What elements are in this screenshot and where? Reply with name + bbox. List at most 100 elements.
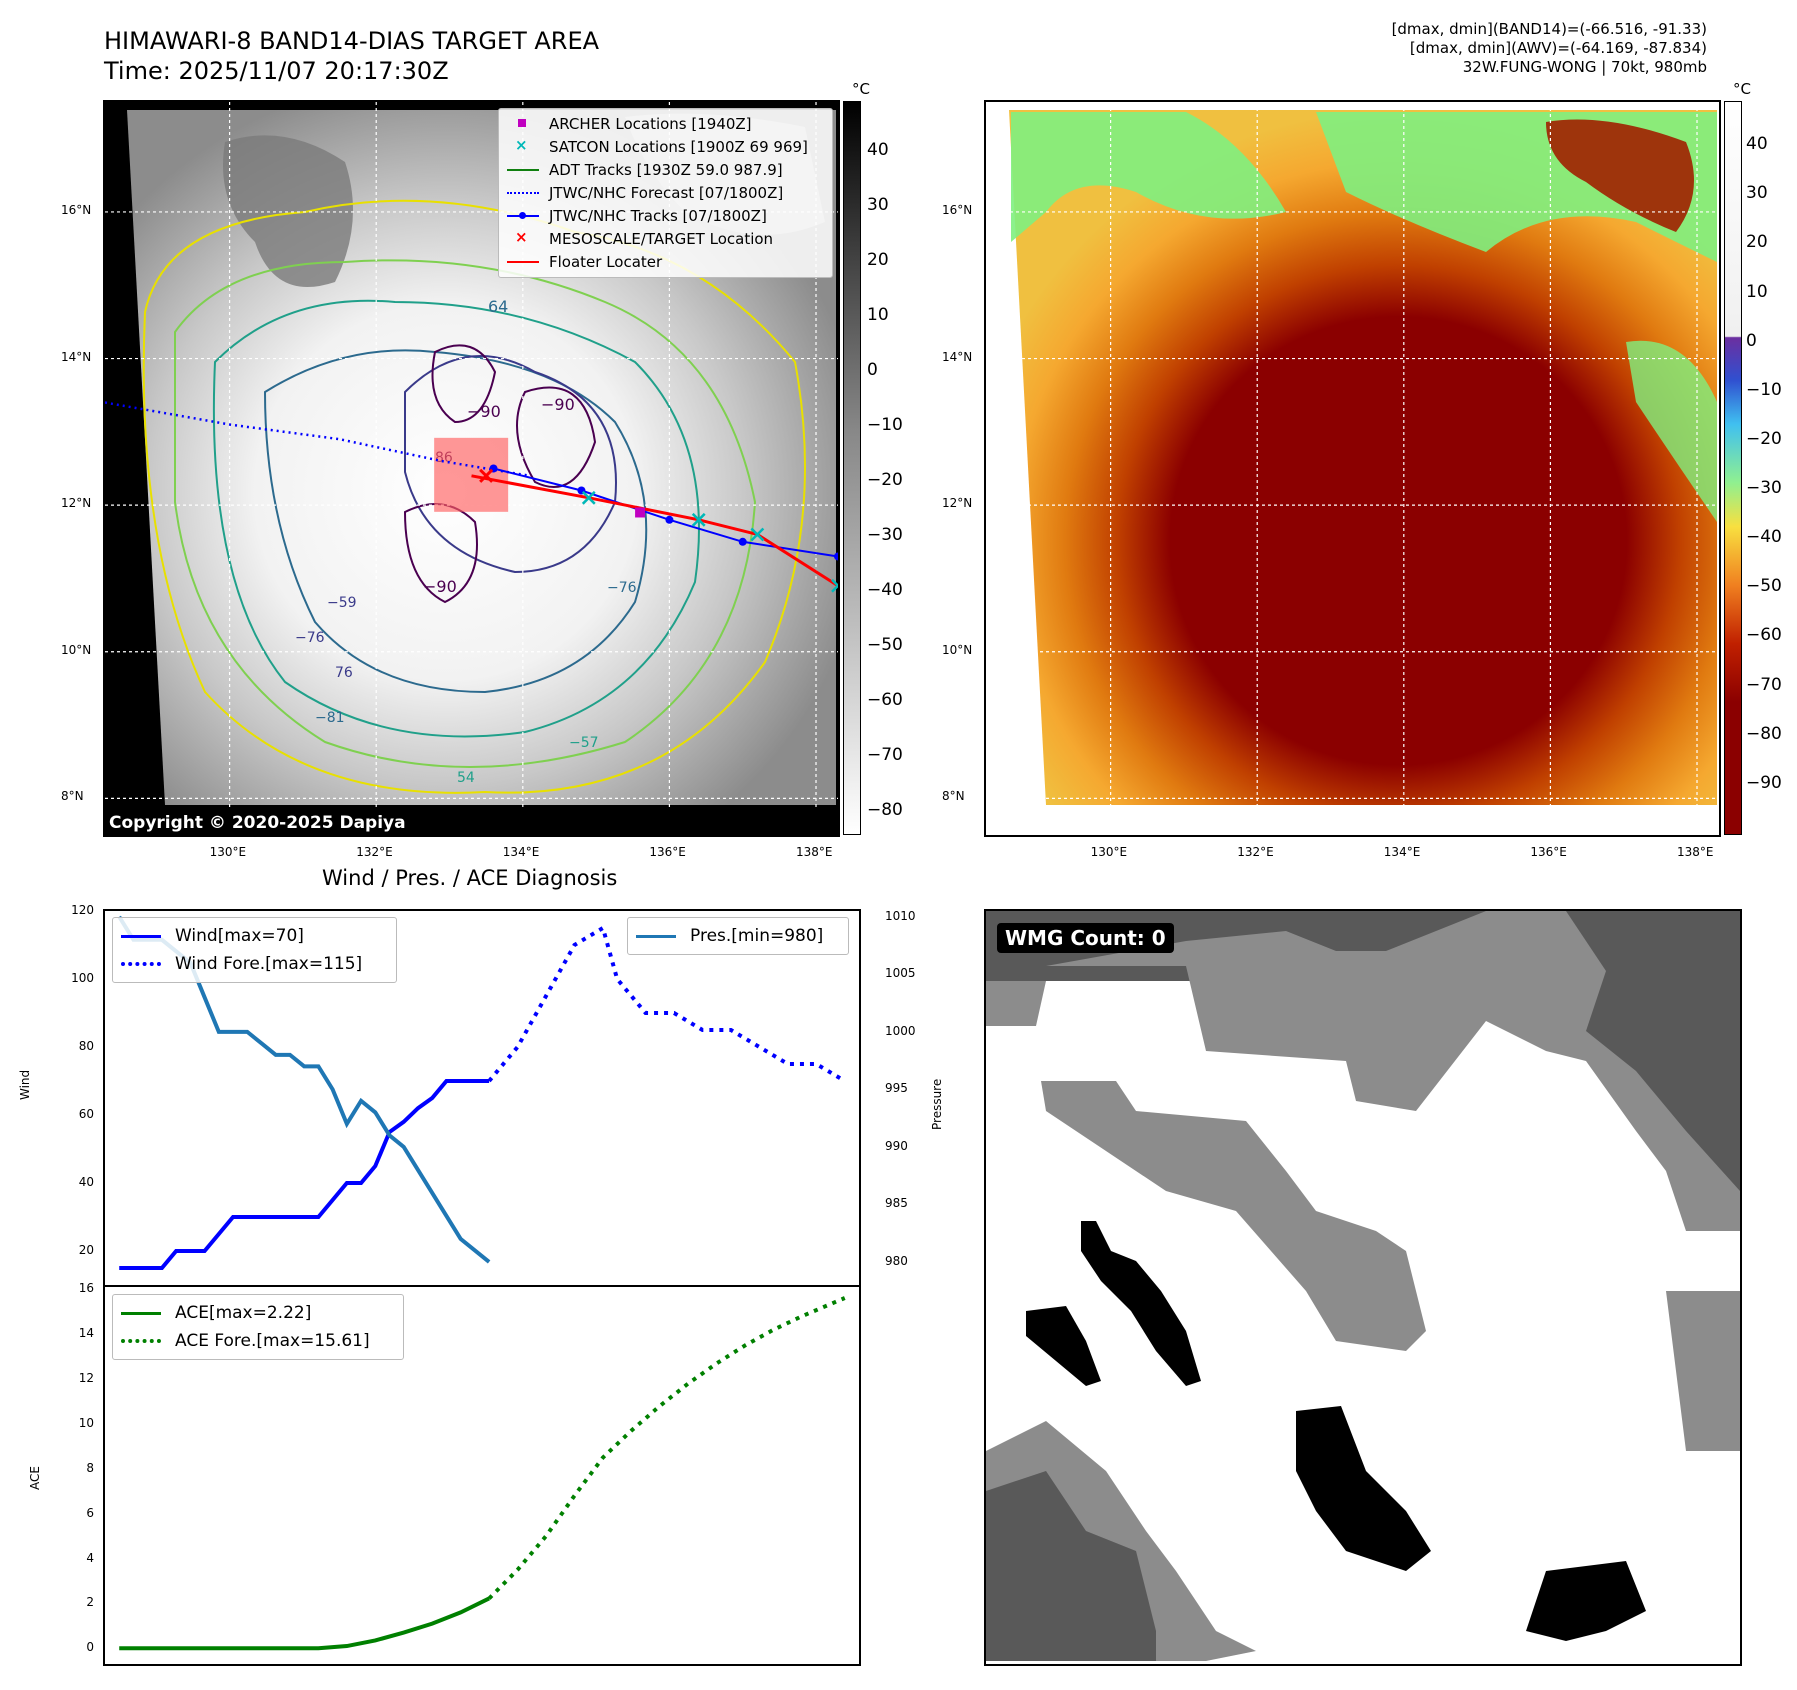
wmg-gray-right [1666,1291,1740,1451]
awv-imagery [1009,110,1717,805]
lon-label-0-1: 132°E [356,845,393,859]
legend-satcon: × SATCON Locations [1900Z 69 969] [499,136,832,158]
stats-block: [dmax, dmin](BAND14)=(-66.516, -91.33) [… [1392,20,1707,77]
ace-legend: ACE[max=2.22] ACE Fore.[max=15.61] [112,1294,404,1360]
wmg-gray-mid [1041,1081,1426,1351]
lat-label-0-1: 14°N [61,349,92,364]
awv-colorbar-tick-10: −60 [1746,625,1782,646]
lat-label-0-3: 10°N [61,642,92,657]
awv-map-panel [984,100,1721,837]
legend-wind-forecast-label: Wind Fore.[max=115] [175,954,363,974]
ace-plot [119,1296,846,1651]
legend-ace: ACE[max=2.22] [113,1301,403,1323]
ir-colorbar-tick-7: −30 [867,524,903,545]
title-line-2: Time: 2025/11/07 20:17:30Z [104,57,449,85]
wind-svg-ytick-right-6: 1010 [885,908,916,923]
wind-svg-series-1 [487,924,846,1083]
jtwc-track-point-3 [738,537,747,546]
legend-wind-label: Wind[max=70] [175,926,304,946]
wind-svg-ytick-4: 100 [71,971,94,985]
ace-svg-ytick-1: 2 [86,1595,94,1610]
legend-target: × MESOSCALE/TARGET Location [499,228,832,250]
contour-label-9: −57 [569,735,599,751]
legend-satcon-label: SATCON Locations [1900Z 69 969] [549,138,808,156]
legend-floater: Floater Locater [499,251,832,273]
ace-svg-ytick-4: 8 [86,1460,94,1475]
contour-label-1: 64 [488,297,508,316]
ir-colorbar-tick-9: −50 [867,634,903,655]
wind-svg-ytick-right-2: 990 [885,1138,908,1153]
contour-label-5: 76 [335,665,353,681]
lon-label-1-3: 136°E [1530,845,1567,859]
ir-colorbar-tick-2: 20 [867,249,889,270]
ace-svg-ytick-2: 4 [86,1550,94,1565]
awv-map [986,102,1719,835]
awv-colorbar-tick-12: −80 [1746,723,1782,744]
lat-label-1-1: 14°N [942,349,973,364]
ace-svg-ytick-5: 10 [78,1415,94,1430]
legend-jtwc-tracks-dot [519,212,526,219]
wind-svg-ytick-right-1: 985 [885,1196,908,1211]
contour-label-7: −76 [607,580,637,596]
lat-label-1-3: 10°N [942,642,973,657]
legend-pressure-line [636,935,676,938]
legend-target-label: MESOSCALE/TARGET Location [549,230,774,248]
legend-wind-forecast: Wind Fore.[max=115] [113,952,396,974]
legend-adt-label: ADT Tracks [1930Z 59.0 987.9] [549,161,783,179]
ir-legend: ARCHER Locations [1940Z] × SATCON Locatio… [498,108,833,278]
ace-svg-ytick-8: 16 [78,1281,94,1296]
jtwc-forecast-track [105,401,531,478]
awv-colorbar-tick-2: 20 [1746,232,1768,253]
pressure-legend: Pres.[min=980] [627,917,849,955]
ace-svg-ytick-6: 12 [78,1371,94,1385]
legend-ace-forecast-line [121,1339,161,1343]
awv-colorbar-tick-7: −30 [1746,478,1782,499]
lon-label-0-2: 134°E [502,845,540,859]
legend-jtwc-forecast: JTWC/NHC Forecast [07/1800Z] [499,182,832,204]
awv-moist-3 [1626,340,1717,522]
legend-jtwc-tracks: JTWC/NHC Tracks [07/1800Z] [499,205,832,227]
lon-label-1-1: 132°E [1237,845,1274,859]
lat-label-0-0: 16°N [61,202,92,217]
ir-colorbar [843,101,861,835]
awv-colorbar-tick-4: 0 [1746,330,1757,351]
lat-label-0-2: 12°N [61,496,92,511]
awv-gridlines [986,102,1719,835]
wind-svg-ytick-2: 60 [78,1107,94,1121]
wind-svg-series-0 [119,1079,490,1270]
awv-colorbar-tick-11: −70 [1746,674,1782,695]
title-line-1: HIMAWARI-8 BAND14-DIAS TARGET AREA [104,27,600,55]
stats-storm: 32W.FUNG-WONG | 70kt, 980mb [1462,58,1707,76]
contour-label-11: −76 [295,630,325,646]
wind-svg-ytick-0: 20 [78,1243,94,1257]
ir-colorbar-tick-6: −20 [867,469,903,490]
wind-svg-ytick-right-4: 1000 [885,1023,916,1038]
ir-colorbar-tick-5: −10 [867,414,903,435]
legend-wind-forecast-line [121,962,161,966]
lon-label-0-0: 130°E [209,845,247,859]
lon-label-1-0: 130°E [1090,845,1128,859]
wind-svg-ytick-3: 80 [78,1039,94,1053]
wind-svg-ytick-1: 40 [78,1175,94,1189]
pressure-axis-label: Pressure [930,1078,944,1130]
jtwc-track-point-4 [834,552,838,561]
wind-svg-ytick-right-0: 980 [885,1253,908,1268]
awv-moist-1 [1011,112,1286,242]
legend-archer: ARCHER Locations [1940Z] [499,113,832,135]
figure-title: HIMAWARI-8 BAND14-DIAS TARGET AREA Time:… [104,26,599,86]
lat-label-1-4: 8°N [942,789,965,804]
wind-svg-ytick-right-5: 1005 [885,966,916,981]
legend-adt-line [507,169,539,171]
legend-pressure: Pres.[min=980] [628,924,848,946]
ir-colorbar-tick-0: 40 [867,139,889,160]
legend-jtwc-forecast-label: JTWC/NHC Forecast [07/1800Z] [549,184,784,202]
wmg-gray-band [1046,911,1740,1231]
wind-svg-ytick-right-3: 995 [885,1081,908,1096]
ir-cloud-dark [223,135,353,287]
ir-colorbar-tick-8: −40 [867,579,903,600]
wmg-map [986,911,1740,1661]
ace-svg-ytick-3: 6 [86,1505,94,1520]
lat-label-1-2: 12°N [942,496,973,511]
ace-axis-label: ACE [28,1466,42,1490]
awv-colorbar-tick-3: 10 [1746,281,1768,302]
